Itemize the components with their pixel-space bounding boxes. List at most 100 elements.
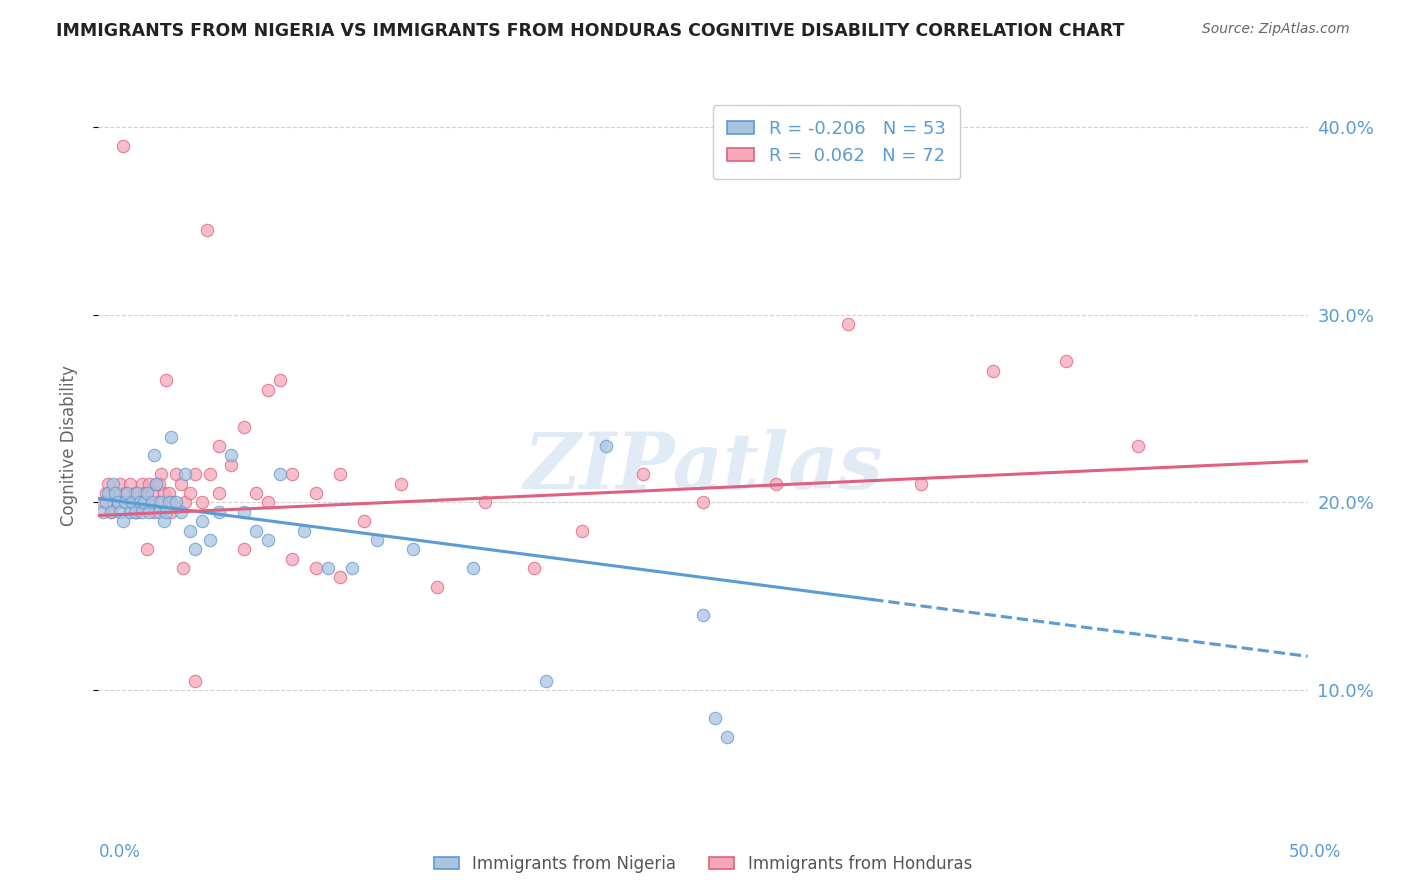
Point xyxy=(402,542,425,557)
Point xyxy=(281,467,304,482)
Point xyxy=(232,505,254,519)
Point xyxy=(107,495,129,509)
Point xyxy=(169,476,191,491)
Point xyxy=(148,476,170,491)
Point xyxy=(143,505,166,519)
Text: 50.0%: 50.0% xyxy=(1288,843,1341,861)
Point xyxy=(595,439,617,453)
Point xyxy=(155,505,177,519)
Point xyxy=(269,467,291,482)
Point xyxy=(256,533,278,547)
Point xyxy=(157,486,180,500)
Point xyxy=(124,505,146,519)
Point xyxy=(165,467,187,482)
Point xyxy=(329,467,352,482)
Text: Source: ZipAtlas.com: Source: ZipAtlas.com xyxy=(1202,22,1350,37)
Point xyxy=(692,607,714,622)
Point xyxy=(631,467,654,482)
Point xyxy=(143,449,166,463)
Point xyxy=(342,561,364,575)
Point xyxy=(131,476,153,491)
Y-axis label: Cognitive Disability: Cognitive Disability xyxy=(59,366,77,526)
Point xyxy=(184,467,207,482)
Point xyxy=(141,486,163,500)
Point xyxy=(910,476,932,491)
Point xyxy=(117,486,139,500)
Point xyxy=(174,495,197,509)
Point xyxy=(150,467,173,482)
Point xyxy=(157,495,180,509)
Point xyxy=(101,495,124,509)
Point xyxy=(179,524,201,538)
Point xyxy=(104,486,127,500)
Point xyxy=(121,495,143,509)
Point xyxy=(179,486,201,500)
Point xyxy=(97,476,120,491)
Point xyxy=(94,486,117,500)
Point xyxy=(138,505,160,519)
Point xyxy=(208,505,231,519)
Point xyxy=(145,476,167,491)
Point xyxy=(152,514,174,528)
Point xyxy=(117,495,139,509)
Point xyxy=(160,429,183,443)
Point xyxy=(316,561,339,575)
Point xyxy=(208,439,231,453)
Point xyxy=(124,505,146,519)
Point xyxy=(221,458,243,472)
Point xyxy=(292,524,315,538)
Point xyxy=(114,486,136,500)
Point xyxy=(169,505,191,519)
Point xyxy=(245,524,267,538)
Legend: R = -0.206   N = 53, R =  0.062   N = 72: R = -0.206 N = 53, R = 0.062 N = 72 xyxy=(713,105,960,179)
Point xyxy=(366,533,388,547)
Point xyxy=(198,533,221,547)
Point xyxy=(704,711,727,725)
Point xyxy=(195,223,218,237)
Point xyxy=(145,476,167,491)
Point xyxy=(160,505,183,519)
Point xyxy=(245,486,267,500)
Point xyxy=(305,486,328,500)
Point xyxy=(124,486,146,500)
Point xyxy=(94,495,117,509)
Point xyxy=(174,467,197,482)
Point xyxy=(148,505,170,519)
Point xyxy=(101,476,124,491)
Point xyxy=(108,505,131,519)
Point xyxy=(198,467,221,482)
Point xyxy=(111,138,134,153)
Point xyxy=(118,505,141,519)
Point xyxy=(232,420,254,434)
Point xyxy=(91,505,114,519)
Point xyxy=(1128,439,1150,453)
Legend: Immigrants from Nigeria, Immigrants from Honduras: Immigrants from Nigeria, Immigrants from… xyxy=(427,848,979,880)
Point xyxy=(152,486,174,500)
Point xyxy=(135,542,157,557)
Point xyxy=(191,514,214,528)
Point xyxy=(191,495,214,509)
Point xyxy=(135,486,157,500)
Point xyxy=(127,505,149,519)
Point xyxy=(160,495,183,509)
Point xyxy=(716,730,738,744)
Point xyxy=(221,449,243,463)
Point xyxy=(134,486,156,500)
Point xyxy=(107,495,129,509)
Point xyxy=(121,495,143,509)
Point xyxy=(837,317,859,331)
Point xyxy=(256,383,278,397)
Point xyxy=(765,476,787,491)
Point xyxy=(426,580,449,594)
Point xyxy=(104,486,127,500)
Point xyxy=(523,561,546,575)
Text: IMMIGRANTS FROM NIGERIA VS IMMIGRANTS FROM HONDURAS COGNITIVE DISABILITY CORRELA: IMMIGRANTS FROM NIGERIA VS IMMIGRANTS FR… xyxy=(56,22,1125,40)
Point xyxy=(100,505,122,519)
Point xyxy=(148,495,170,509)
Point xyxy=(329,570,352,584)
Point xyxy=(134,495,156,509)
Point xyxy=(353,514,375,528)
Point xyxy=(97,486,120,500)
Point xyxy=(463,561,485,575)
Point xyxy=(150,495,173,509)
